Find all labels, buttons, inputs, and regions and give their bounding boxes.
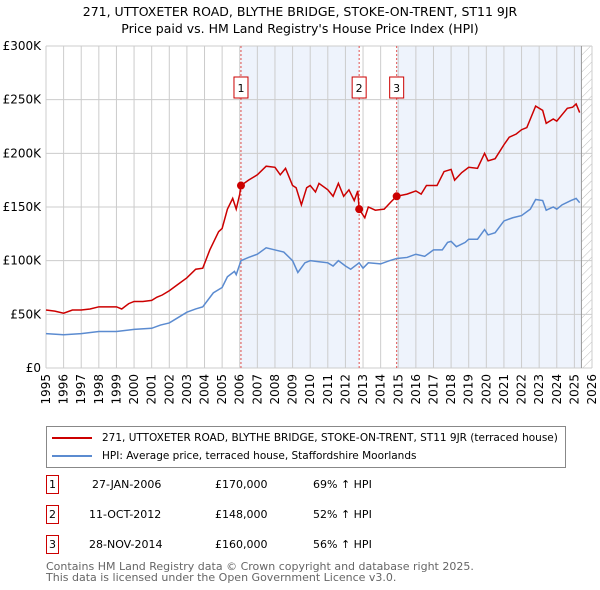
x-tick-label: 2022 xyxy=(515,374,529,405)
chart-subtitle: Price paid vs. HM Land Registry's House … xyxy=(121,21,479,36)
sale-marker: 1 xyxy=(46,475,59,494)
sale-label: 1 xyxy=(237,82,244,95)
footer-licence: This data is licensed under the Open Gov… xyxy=(46,571,397,584)
sale-label-box xyxy=(233,76,249,99)
sale-label: 2 xyxy=(356,82,363,95)
sale-marker: 3 xyxy=(46,535,59,554)
x-tick-label: 2011 xyxy=(321,374,335,405)
sale-price: £160,000 xyxy=(215,538,268,551)
sale-label-box xyxy=(351,76,367,99)
x-tick-label: 2004 xyxy=(198,374,212,405)
sale-row: 1 27-JAN-2006 £170,000 69% ↑ HPI xyxy=(46,475,446,495)
x-tick-label: 2013 xyxy=(356,374,370,405)
sale-price: £148,000 xyxy=(215,508,268,521)
sale-marker: 2 xyxy=(46,505,59,524)
x-tick-label: 1999 xyxy=(109,374,123,405)
sale-point xyxy=(392,192,401,201)
legend-swatch-property xyxy=(52,437,92,439)
legend-hpi: HPI: Average price, terraced house, Staf… xyxy=(102,450,417,462)
sale-hpi: 52% ↑ HPI xyxy=(313,508,372,521)
sale-point xyxy=(236,181,245,190)
sale-label: 3 xyxy=(393,82,400,95)
sale-price: £170,000 xyxy=(215,478,268,491)
footer-copyright: Contains HM Land Registry data © Crown c… xyxy=(46,560,474,573)
x-tick-label: 2020 xyxy=(479,374,493,405)
x-tick-label: 2000 xyxy=(127,374,141,405)
x-tick-label: 2001 xyxy=(145,374,159,405)
y-tick-label: £100K xyxy=(3,254,43,268)
sale-date: 27-JAN-2006 xyxy=(92,478,162,491)
sale-point xyxy=(355,205,364,214)
legend-swatch-hpi xyxy=(52,455,92,457)
x-tick-label: 2012 xyxy=(338,374,352,405)
x-tick-label: 2003 xyxy=(180,374,194,405)
sale-hpi: 69% ↑ HPI xyxy=(313,478,372,491)
property-price-line xyxy=(45,102,581,315)
x-tick-label: 2007 xyxy=(250,374,264,405)
chart-title: 271, UTTOXETER ROAD, BLYTHE BRIDGE, STOK… xyxy=(82,4,518,19)
x-tick-label: 2018 xyxy=(444,374,458,405)
x-tick-label: 2024 xyxy=(550,374,564,405)
x-tick-label: 2002 xyxy=(162,374,176,405)
x-tick-label: 2009 xyxy=(286,374,300,405)
legend-property: 271, UTTOXETER ROAD, BLYTHE BRIDGE, STOK… xyxy=(102,432,558,444)
x-tick-label: 2006 xyxy=(233,374,247,405)
x-tick-label: 2016 xyxy=(409,374,423,405)
x-tick-label: 2019 xyxy=(462,374,476,405)
sale-date: 11-OCT-2012 xyxy=(89,508,162,521)
price-chart: 1995 1996 1997 1998 1999 2000 2001 2002 2003 2004… xyxy=(3,39,599,405)
sale-label-box xyxy=(389,76,405,99)
x-tick-label: 2014 xyxy=(374,374,388,405)
hpi-line xyxy=(45,197,581,336)
x-tick-label: 2010 xyxy=(303,374,317,405)
x-tick-label: 2005 xyxy=(215,374,229,405)
sale-row: 3 28-NOV-2014 £160,000 56% ↑ HPI xyxy=(46,535,446,555)
y-tick-label: £50K xyxy=(10,307,42,321)
sale-date: 28-NOV-2014 xyxy=(89,538,163,551)
y-tick-label: £250K xyxy=(3,93,43,107)
sale-row: 2 11-OCT-2012 £148,000 52% ↑ HPI xyxy=(46,505,446,525)
y-tick-label: £200K xyxy=(3,146,43,160)
x-tick-label: 2026 xyxy=(585,374,599,405)
legend: 271, UTTOXETER ROAD, BLYTHE BRIDGE, STOK… xyxy=(46,426,566,468)
x-tick-label: 2021 xyxy=(497,374,511,405)
y-tick-label: £150K xyxy=(3,200,43,214)
sale-hpi: 56% ↑ HPI xyxy=(313,538,372,551)
x-tick-label: 2008 xyxy=(268,374,282,405)
x-tick-label: 1998 xyxy=(92,374,106,405)
x-tick-label: 2023 xyxy=(532,374,546,405)
x-tick-label: 2025 xyxy=(567,374,581,405)
x-tick-label: 2015 xyxy=(391,374,405,405)
x-tick-label: 2017 xyxy=(426,374,440,405)
x-tick-label: 1997 xyxy=(74,374,88,405)
x-tick-label: 1996 xyxy=(57,374,71,405)
y-tick-label: £0 xyxy=(26,361,41,375)
x-tick-label: 1995 xyxy=(39,374,53,405)
y-tick-label: £300K xyxy=(3,39,43,53)
